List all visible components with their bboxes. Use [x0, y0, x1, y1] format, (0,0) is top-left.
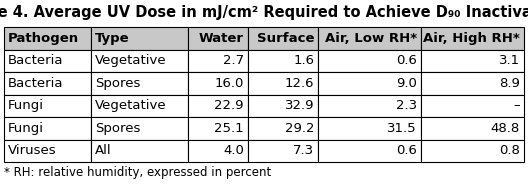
Bar: [4, 95, 91, 117]
Bar: [91, 49, 188, 72]
Text: 1.6: 1.6: [293, 54, 314, 67]
Bar: [421, 27, 524, 49]
Bar: [248, 139, 318, 162]
Text: 8.9: 8.9: [499, 77, 520, 90]
Bar: [91, 72, 188, 95]
Bar: [248, 95, 318, 117]
Text: * RH: relative humidity, expressed in percent: * RH: relative humidity, expressed in pe…: [4, 166, 271, 179]
Text: 12.6: 12.6: [285, 77, 314, 90]
Text: Air, Low RH*: Air, Low RH*: [325, 32, 417, 45]
Text: 0.8: 0.8: [499, 144, 520, 157]
Bar: [188, 139, 248, 162]
Text: Pathogen: Pathogen: [8, 32, 79, 45]
Text: 7.3: 7.3: [293, 144, 314, 157]
Text: 9.0: 9.0: [396, 77, 417, 90]
Bar: [421, 72, 524, 95]
Bar: [318, 139, 421, 162]
Text: 4.0: 4.0: [223, 144, 244, 157]
Text: 48.8: 48.8: [491, 122, 520, 135]
Bar: [4, 117, 91, 139]
Bar: [91, 139, 188, 162]
Bar: [248, 27, 318, 49]
Text: Table 4. Average UV Dose in mJ/cm² Required to Achieve D₉₀ Inactivation: Table 4. Average UV Dose in mJ/cm² Requi…: [0, 6, 528, 20]
Text: 25.1: 25.1: [214, 122, 244, 135]
Bar: [188, 27, 248, 49]
Bar: [4, 72, 91, 95]
Text: Spores: Spores: [95, 122, 140, 135]
Bar: [4, 49, 91, 72]
Text: 29.2: 29.2: [285, 122, 314, 135]
Bar: [318, 95, 421, 117]
Bar: [91, 27, 188, 49]
Text: 2.7: 2.7: [223, 54, 244, 67]
Text: Vegetative: Vegetative: [95, 54, 166, 67]
Bar: [318, 117, 421, 139]
Bar: [248, 72, 318, 95]
Text: 32.9: 32.9: [285, 99, 314, 112]
Bar: [91, 95, 188, 117]
Text: 0.6: 0.6: [396, 144, 417, 157]
Text: Surface: Surface: [257, 32, 314, 45]
Text: 16.0: 16.0: [214, 77, 244, 90]
Bar: [188, 95, 248, 117]
Text: Fungi: Fungi: [8, 122, 44, 135]
Bar: [421, 139, 524, 162]
Bar: [318, 49, 421, 72]
Text: Bacteria: Bacteria: [8, 54, 63, 67]
Bar: [4, 27, 91, 49]
Bar: [248, 117, 318, 139]
Text: Viruses: Viruses: [8, 144, 56, 157]
Text: Vegetative: Vegetative: [95, 99, 166, 112]
Bar: [188, 117, 248, 139]
Bar: [4, 139, 91, 162]
Bar: [421, 49, 524, 72]
Text: Water: Water: [199, 32, 244, 45]
Text: 2.3: 2.3: [396, 99, 417, 112]
Bar: [248, 49, 318, 72]
Bar: [421, 95, 524, 117]
Text: All: All: [95, 144, 111, 157]
Bar: [188, 49, 248, 72]
Text: 31.5: 31.5: [388, 122, 417, 135]
Text: Bacteria: Bacteria: [8, 77, 63, 90]
Bar: [318, 72, 421, 95]
Bar: [421, 117, 524, 139]
Text: –: –: [513, 99, 520, 112]
Text: 22.9: 22.9: [214, 99, 244, 112]
Text: 0.6: 0.6: [396, 54, 417, 67]
Text: 3.1: 3.1: [499, 54, 520, 67]
Text: Fungi: Fungi: [8, 99, 44, 112]
Text: Air, High RH*: Air, High RH*: [423, 32, 520, 45]
Bar: [318, 27, 421, 49]
Bar: [91, 117, 188, 139]
Text: Spores: Spores: [95, 77, 140, 90]
Text: Type: Type: [95, 32, 129, 45]
Bar: [188, 72, 248, 95]
